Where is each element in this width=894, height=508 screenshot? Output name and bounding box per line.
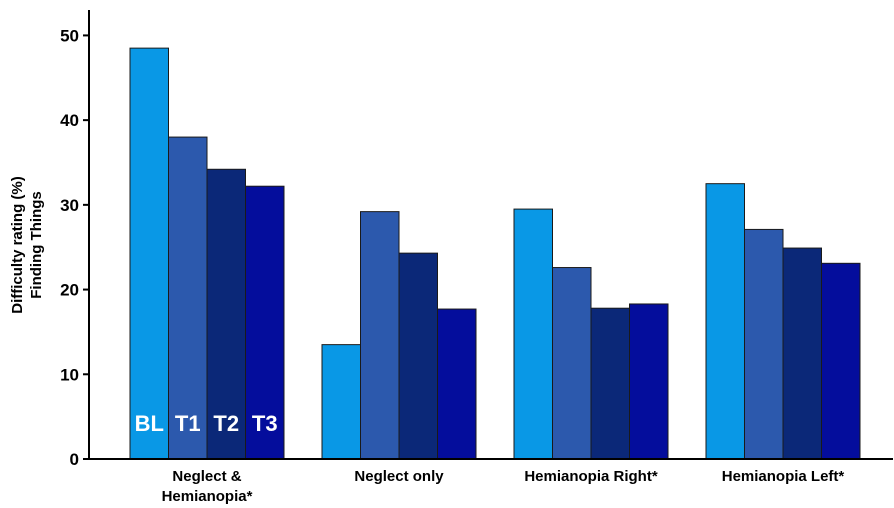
bars (129, 47, 861, 460)
bar-t3-group-3 (629, 303, 669, 460)
y-axis-ticks: 0 10 20 30 40 50 (60, 26, 89, 469)
y-tick-label: 30 (60, 196, 79, 215)
y-axis-title-line-1: Difficulty rating (%) (9, 176, 26, 314)
bar-bl-group-3 (513, 208, 553, 460)
bar-t1-group-2 (360, 211, 400, 460)
y-tick-label: 10 (60, 365, 79, 384)
bar-bl-group-2 (321, 344, 361, 460)
series-label-t3: T3 (252, 411, 278, 436)
bar-t1-group-3 (552, 267, 592, 460)
bar-bl-group-4 (705, 183, 745, 460)
bar-t1-group-4 (744, 228, 784, 460)
series-label-t1: T1 (175, 411, 201, 436)
y-tick-label: 50 (60, 26, 79, 45)
y-tick-label: 20 (60, 281, 79, 300)
series-label-t2: T2 (213, 411, 239, 436)
category-label: Hemianopia Left* (722, 468, 845, 485)
bar-t3-group-4 (821, 262, 861, 460)
category-label: Neglect only (354, 468, 444, 485)
series-labels: BL T1 T2 T3 (135, 411, 278, 436)
y-axis-title: Difficulty rating (%) Finding Things (9, 176, 45, 314)
bar-bl-group-1 (129, 47, 169, 460)
bar-t3-group-2 (437, 308, 477, 460)
category-label: Hemianopia Right* (524, 468, 658, 485)
y-axis-title-line-2: Finding Things (28, 191, 45, 298)
bar-t2-group-3 (590, 307, 630, 460)
bar-t3-group-1 (245, 185, 285, 460)
category-labels: Neglect & Hemianopia* Neglect only Hemianop… (162, 468, 845, 505)
series-label-bl: BL (135, 411, 164, 436)
bar-t2-group-2 (398, 252, 438, 460)
y-tick-label: 0 (70, 450, 79, 469)
y-tick-label: 40 (60, 111, 79, 130)
category-label: Neglect & Hemianopia* (162, 468, 253, 505)
bar-t2-group-4 (782, 247, 822, 460)
